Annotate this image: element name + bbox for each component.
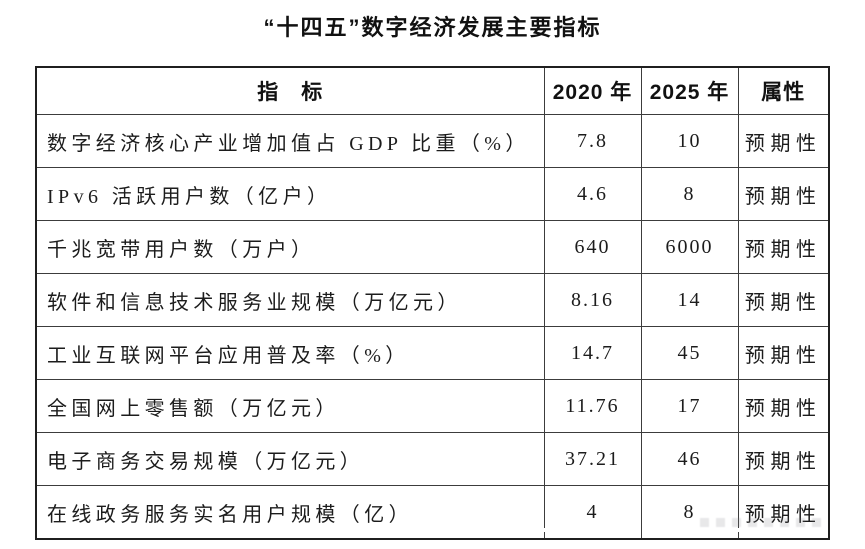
indicator-cell: 软件和信息技术服务业规模（万亿元） (35, 273, 545, 327)
table-row: IPv6 活跃用户数（亿户） 4.6 8 预期性 (35, 167, 830, 221)
value-2020-cell: 4.6 (543, 167, 642, 221)
value-2025-cell: 14 (640, 273, 739, 327)
value-2020-cell: 11.76 (543, 379, 642, 433)
table-row: 全国网上零售额（万亿元） 11.76 17 预期性 (35, 379, 830, 433)
attribute-cell: 预期性 (737, 167, 830, 221)
value-2020-cell: 8.16 (543, 273, 642, 327)
table-row: 千兆宽带用户数（万户） 640 6000 预期性 (35, 220, 830, 274)
table-row: 数字经济核心产业增加值占 GDP 比重（%） 7.8 10 预期性 (35, 114, 830, 168)
attribute-cell: 预期性 (737, 273, 830, 327)
value-2025-cell: 6000 (640, 220, 739, 274)
value-2025-cell: 46 (640, 432, 739, 486)
indicator-cell: 工业互联网平台应用普及率（%） (35, 326, 545, 380)
indicator-cell: 电子商务交易规模（万亿元） (35, 432, 545, 486)
indicators-table: 指 标 2020 年 2025 年 属性 数字经济核心产业增加值占 GDP 比重… (35, 66, 830, 540)
value-2020-cell: 14.7 (543, 326, 642, 380)
indicator-cell: 全国网上零售额（万亿元） (35, 379, 545, 433)
value-2020-cell: 640 (543, 220, 642, 274)
value-2020-cell: 7.8 (543, 114, 642, 168)
attribute-cell: 预期性 (737, 326, 830, 380)
value-2025-cell: 45 (640, 326, 739, 380)
table-row: 电子商务交易规模（万亿元） 37.21 46 预期性 (35, 432, 830, 486)
value-2025-cell: 8 (640, 167, 739, 221)
page-title: “十四五”数字经济发展主要指标 (263, 15, 602, 40)
value-2025-cell: 17 (640, 379, 739, 433)
indicator-cell: IPv6 活跃用户数（亿户） (35, 167, 545, 221)
value-2025-cell: 8 (640, 485, 739, 540)
table-row: 软件和信息技术服务业规模（万亿元） 8.16 14 预期性 (35, 273, 830, 327)
column-header-indicator: 指 标 (35, 66, 545, 115)
table-row: 在线政务服务实名用户规模（亿） 4 8 预期性 (35, 485, 830, 540)
column-header-attribute: 属性 (737, 66, 830, 115)
value-2020-cell: 4 (543, 485, 642, 540)
attribute-cell: 预期性 (737, 379, 830, 433)
indicator-cell: 数字经济核心产业增加值占 GDP 比重（%） (35, 114, 545, 168)
attribute-cell: 预期性 (737, 485, 830, 540)
value-2025-cell: 10 (640, 114, 739, 168)
table-row: 工业互联网平台应用普及率（%） 14.7 45 预期性 (35, 326, 830, 380)
attribute-cell: 预期性 (737, 220, 830, 274)
table-header-row: 指 标 2020 年 2025 年 属性 (35, 66, 830, 115)
column-header-2025: 2025 年 (640, 66, 739, 115)
indicator-cell: 在线政务服务实名用户规模（亿） (35, 485, 545, 540)
column-header-2020: 2020 年 (543, 66, 642, 115)
attribute-cell: 预期性 (737, 114, 830, 168)
attribute-cell: 预期性 (737, 432, 830, 486)
indicator-cell: 千兆宽带用户数（万户） (35, 220, 545, 274)
value-2020-cell: 37.21 (543, 432, 642, 486)
